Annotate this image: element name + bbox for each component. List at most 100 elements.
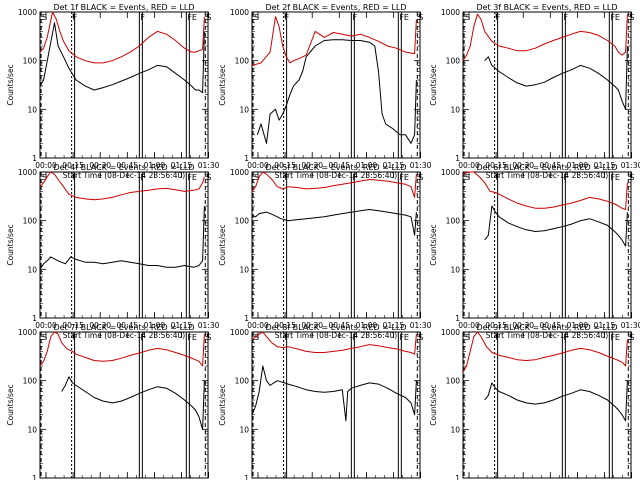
panel-title: Det 8f BLACK = Events, RED = LLD xyxy=(265,323,406,332)
y-tick-label: 10 xyxy=(27,265,37,274)
y-tick-label: 100 xyxy=(446,57,461,66)
x-axis-label: Start Time (08-Dec-14 23:56:40) xyxy=(275,331,397,340)
x-tick-label: 00:15 xyxy=(62,161,84,170)
event-marker-label: S xyxy=(465,173,470,182)
series-line-events xyxy=(39,205,205,270)
x-tick-label: 01:00 xyxy=(567,321,589,330)
y-tick-label: 10 xyxy=(450,105,460,114)
y-tick-label: 1 xyxy=(244,314,249,323)
event-marker-label: F xyxy=(285,173,290,182)
y-tick-label: 1 xyxy=(455,474,460,480)
y-tick-label: 100 xyxy=(446,377,461,386)
x-tick-label: 00:45 xyxy=(328,321,350,330)
y-tick-label: 10 xyxy=(239,425,249,434)
event-marker-label: S xyxy=(629,13,634,22)
x-tick-label: 00:00 xyxy=(247,161,269,170)
x-tick-label: 01:30 xyxy=(410,161,432,170)
x-axis-label: Start Time (08-Dec-14 23:56:40) xyxy=(486,331,608,340)
event-marker-label: S xyxy=(206,173,211,182)
y-tick-label: 100 xyxy=(446,217,461,226)
x-tick-label: 01:00 xyxy=(144,161,166,170)
y-tick-label: 1000 xyxy=(230,8,249,17)
panel-title: Det 9f BLACK = Events, RED = LLD xyxy=(476,323,617,332)
series-line-lld xyxy=(39,331,205,367)
x-tick-label: 00:30 xyxy=(89,161,111,170)
y-tick-label: 100 xyxy=(235,217,250,226)
event-marker-label: F xyxy=(140,173,145,182)
y-tick-label: 100 xyxy=(235,57,250,66)
x-tick-label: 00:30 xyxy=(512,321,534,330)
event-marker-label: FE xyxy=(610,333,620,342)
y-axis-label: Counts/sec xyxy=(6,384,15,425)
series-line-events xyxy=(251,209,417,236)
event-marker-label: F xyxy=(352,333,357,342)
panel-title: Det 4f BLACK = Events, RED = LLD xyxy=(53,163,194,172)
y-tick-label: 100 xyxy=(235,377,250,386)
panel-title: Det 7f BLACK = Events, RED = LLD xyxy=(53,323,194,332)
series-line-lld xyxy=(251,16,417,66)
y-tick-label: 1000 xyxy=(441,328,460,337)
x-tick-label: 00:15 xyxy=(485,321,507,330)
y-axis-label: Counts/sec xyxy=(218,224,227,265)
x-tick-label: 00:00 xyxy=(247,321,269,330)
x-tick-label: 01:15 xyxy=(383,161,405,170)
event-marker-label: F xyxy=(73,333,78,342)
x-tick-label: 00:15 xyxy=(274,161,296,170)
y-tick-label: 1 xyxy=(32,154,37,163)
y-tick-label: 1000 xyxy=(18,168,37,177)
detector-panel: Det 7f BLACK = Events, RED = LLD 1 10 100 10… xyxy=(6,323,211,480)
event-marker-label: FE xyxy=(610,173,620,182)
y-tick-label: 1000 xyxy=(230,328,249,337)
event-marker-label: S xyxy=(418,173,423,182)
y-tick-label: 10 xyxy=(27,105,37,114)
event-marker-label: S xyxy=(465,13,470,22)
series-line-lld xyxy=(39,11,205,64)
detector-panel: Det 8f BLACK = Events, RED = LLD 1 10 100 10… xyxy=(218,323,423,480)
plot-frame xyxy=(39,11,209,159)
panel-title: Det 5f BLACK = Events, RED = LLD xyxy=(265,163,406,172)
y-tick-label: 10 xyxy=(450,425,460,434)
series-line-events xyxy=(256,39,417,144)
x-tick-label: 01:00 xyxy=(567,161,589,170)
x-axis-label: Start Time (08-Dec-14 23:56:40) xyxy=(486,171,608,180)
event-marker-label: S xyxy=(42,13,47,22)
series-line-events xyxy=(484,205,628,247)
series-line-lld xyxy=(462,331,628,373)
series-line-events xyxy=(484,45,628,110)
x-tick-label: 00:15 xyxy=(485,161,507,170)
plot-frame xyxy=(251,171,421,319)
x-tick-label: 01:30 xyxy=(621,321,640,330)
event-marker-label: F xyxy=(352,173,357,182)
x-axis-label: Start Time (08-Dec-14 23:56:40) xyxy=(275,171,397,180)
y-tick-label: 1000 xyxy=(441,8,460,17)
y-axis-label: Counts/sec xyxy=(429,64,438,105)
event-marker-label: S xyxy=(254,13,259,22)
x-tick-label: 00:30 xyxy=(301,321,323,330)
detector-panel: Det 2f BLACK = Events, RED = LLD 1 10 100 10… xyxy=(218,3,432,180)
x-axis-label: Start Time (08-Dec-14 23:56:40) xyxy=(63,171,185,180)
event-marker-label: F xyxy=(563,13,568,22)
y-tick-label: 10 xyxy=(239,105,249,114)
panel-title: Det 1f BLACK = Events, RED = LLD xyxy=(53,3,194,12)
event-marker-label: S xyxy=(629,333,634,342)
x-tick-label: 00:15 xyxy=(274,321,296,330)
detector-panel: Det 5f BLACK = Events, RED = LLD 1 10 100 10… xyxy=(218,163,432,340)
plot-frame xyxy=(462,331,632,479)
plot-frame xyxy=(39,171,209,319)
series-line-lld xyxy=(251,171,417,198)
event-marker-label: FE xyxy=(187,333,197,342)
x-tick-label: 00:15 xyxy=(62,321,84,330)
x-tick-label: 01:15 xyxy=(594,321,616,330)
event-marker-label: F xyxy=(73,13,78,22)
event-marker-label: F xyxy=(496,173,501,182)
event-marker-label: FE xyxy=(399,13,409,22)
x-tick-label: 00:00 xyxy=(35,321,57,330)
y-tick-label: 10 xyxy=(239,265,249,274)
plot-frame xyxy=(462,171,632,319)
series-line-lld xyxy=(462,13,628,61)
plot-frame xyxy=(39,331,209,479)
event-marker-label: S xyxy=(42,173,47,182)
event-marker-label: FE xyxy=(399,173,409,182)
y-axis-label: Counts/sec xyxy=(429,384,438,425)
panel-title: Det 2f BLACK = Events, RED = LLD xyxy=(265,3,406,12)
